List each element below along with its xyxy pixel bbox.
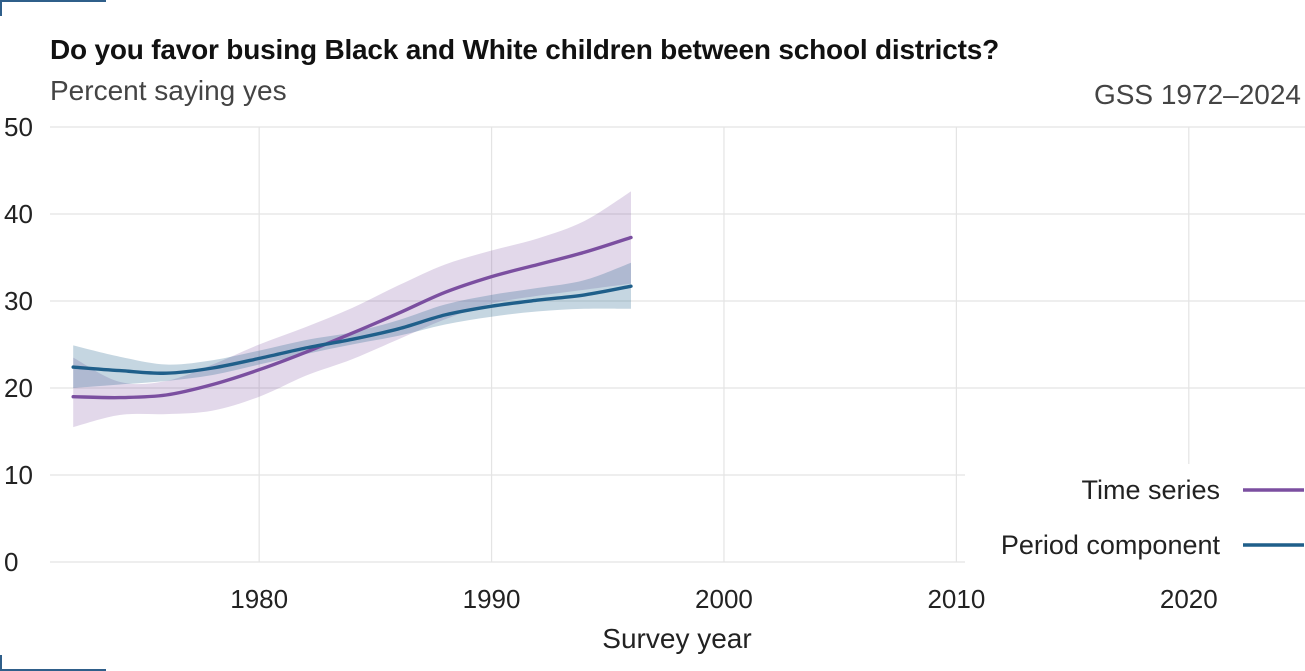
y-tick-label: 0 [4,547,18,577]
corner-mark-top-side [0,0,2,16]
x-tick-label: 1990 [463,584,521,614]
legend: Time series Period component [965,464,1305,574]
y-tick-label: 10 [4,460,33,490]
legend-label-time-series: Time series [1081,475,1220,505]
y-tick-label: 30 [4,286,33,316]
time-series-line [71,235,633,400]
x-tick-label: 2010 [927,584,985,614]
legend-background [965,464,1305,574]
series-lines [71,235,633,400]
y-tick-label: 40 [4,199,33,229]
tick-labels: 0 10 20 30 40 50 1980 1990 2000 2010 2020 [4,112,1218,614]
chart-title: Do you favor busing Black and White chil… [50,34,1000,65]
corner-mark-bottom [0,669,106,671]
confidence-bands [73,191,631,428]
y-tick-label: 20 [4,373,33,403]
x-tick-label: 2020 [1160,584,1218,614]
x-axis-title: Survey year [602,623,751,654]
legend-label-period-component: Period component [1001,530,1221,560]
x-tick-label: 1980 [230,584,288,614]
period-component-line [71,284,633,375]
x-tick-label: 2000 [695,584,753,614]
corner-mark-top [0,0,106,2]
chart-subtitle: Percent saying yes [50,75,287,106]
chart-source: GSS 1972–2024 [1093,79,1301,110]
corner-mark-bottom-side [0,655,2,671]
period-component-confidence-band [73,262,631,388]
y-tick-label: 50 [4,112,33,142]
